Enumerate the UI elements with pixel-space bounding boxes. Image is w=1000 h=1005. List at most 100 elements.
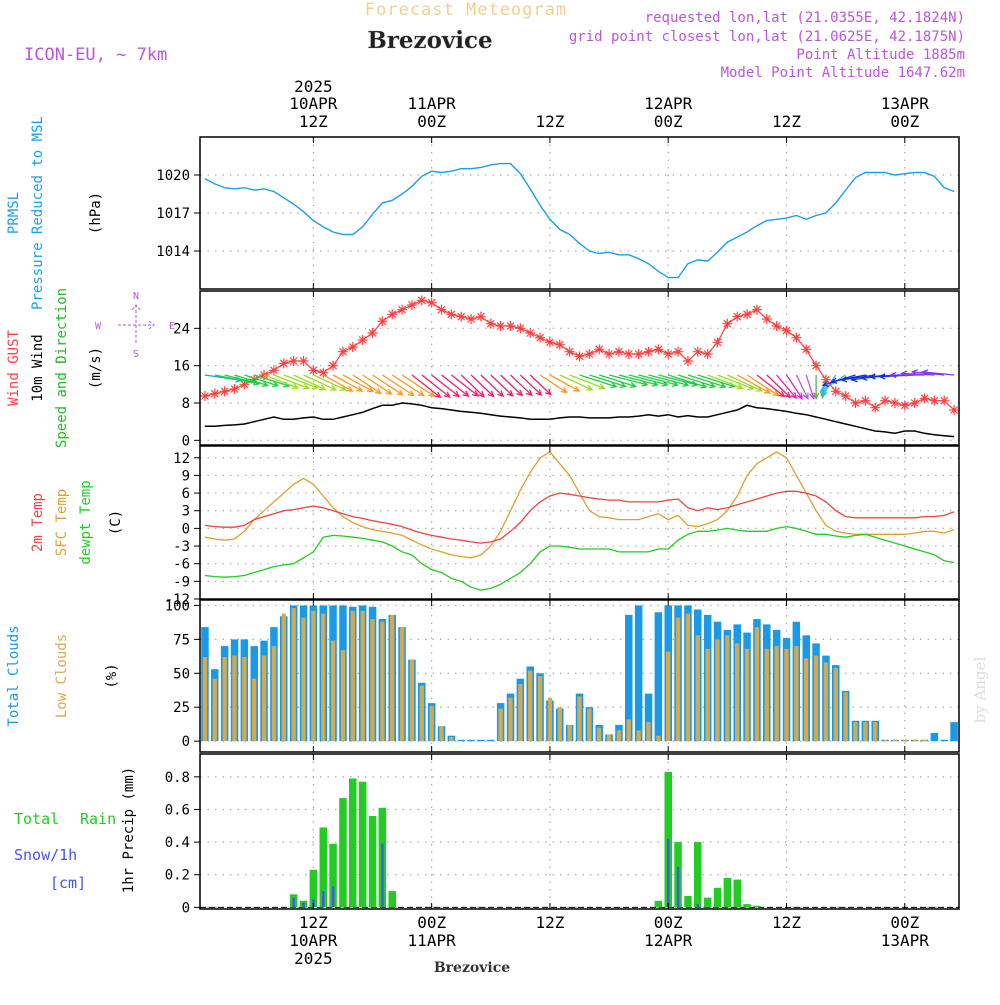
wind-direction-arrow (382, 374, 415, 397)
gust-marker (781, 325, 792, 336)
panel-frame (199, 290, 960, 446)
top-hour-label: 12Z (772, 112, 801, 131)
bottom-hour-label: 12Z (772, 913, 801, 932)
wind-direction-arrow (421, 374, 451, 398)
bottom-date-label: 11APR (408, 931, 457, 950)
gust-marker (485, 318, 496, 329)
y-tick-label: -3 (173, 539, 190, 555)
wind-direction-arrow (839, 374, 876, 383)
gust-marker (584, 349, 595, 359)
panel-label: Low Clouds (54, 634, 70, 718)
y-tick-label: 8 (182, 396, 190, 412)
data-layer (199, 162, 960, 908)
y-tick-label: -6 (173, 557, 190, 573)
low-cloud-bar (390, 614, 395, 742)
wind-direction-arrow (559, 374, 594, 391)
rain-bar (358, 781, 367, 908)
panel-frame (199, 599, 960, 753)
wind-direction-arrow (234, 374, 270, 388)
gust-marker (604, 349, 615, 359)
gust-marker (426, 297, 437, 308)
gust-marker (456, 311, 467, 322)
low-cloud-bar (715, 639, 720, 742)
rain-bar (339, 798, 347, 908)
gust-marker (889, 398, 900, 408)
bottom-date-label: 10APR (289, 931, 338, 950)
wind-direction-arrow (707, 374, 744, 390)
t2m-line (204, 490, 955, 544)
top-hour-label: 12Z (299, 112, 328, 131)
snow-bar (696, 904, 699, 908)
wind-direction-arrow (460, 374, 486, 398)
low-cloud-bar (744, 648, 750, 742)
wind-direction-arrow (668, 374, 708, 389)
low-cloud-bar (646, 722, 651, 742)
panel-label: SFC Temp (54, 489, 70, 556)
gust-marker (367, 328, 378, 338)
rain-bar (654, 900, 663, 908)
pressure-line (204, 162, 955, 279)
low-cloud-bar (656, 735, 661, 742)
panel-ylabel: (m/s) (88, 347, 104, 389)
wind-direction-arrow (889, 371, 925, 379)
gust-marker (801, 344, 812, 355)
low-cloud-bar (567, 724, 572, 742)
top-date-label: 11APR (408, 94, 457, 113)
gust-marker (761, 314, 772, 324)
top-hour-label: 12Z (535, 112, 564, 131)
wind-direction-arrow (441, 374, 470, 398)
gust-marker (535, 332, 546, 343)
gust-marker (909, 398, 920, 408)
total-cloud-bar (950, 722, 958, 742)
wind-direction-arrow (648, 374, 690, 388)
low-cloud-bar (597, 727, 602, 742)
precip-label-rain: Rain (80, 810, 116, 828)
wind-direction-arrow (638, 374, 680, 387)
top-date-label: 10APR (289, 94, 338, 113)
bottom-hour-label: 12Z (299, 913, 328, 932)
panel-label: 10m Wind (30, 334, 46, 401)
bottom-hour-label: 00Z (654, 913, 683, 932)
wind-direction-arrow (529, 374, 552, 396)
gust-marker (613, 346, 624, 357)
gust-marker (199, 391, 210, 401)
wind-direction-arrow (921, 369, 955, 376)
wind-direction-arrow (372, 374, 404, 396)
low-cloud-bar (666, 651, 671, 742)
gust-marker (732, 311, 743, 322)
low-cloud-bar (301, 617, 306, 742)
low-cloud-bar (892, 739, 898, 742)
panel-ylabel: (%) (104, 663, 120, 688)
gust-marker (623, 349, 634, 359)
gust-marker (633, 349, 644, 359)
low-cloud-bar (321, 613, 326, 742)
wind-direction-arrow (322, 374, 354, 392)
low-cloud-bar (222, 657, 227, 742)
wind-direction-arrow (273, 374, 311, 390)
bottom-date-label: 13APR (881, 931, 930, 950)
gust-marker (919, 393, 930, 404)
rain-bar (684, 895, 692, 908)
low-cloud-bar (587, 708, 592, 742)
wind-direction-arrow (776, 374, 798, 400)
compass-west: W (95, 321, 102, 332)
low-cloud-bar (626, 719, 631, 742)
wind-direction-arrow (362, 374, 393, 395)
low-cloud-bar (577, 696, 582, 742)
low-cloud-bar (922, 739, 927, 742)
gust-marker (702, 349, 713, 359)
rain-bar (694, 842, 702, 908)
low-cloud-bar (547, 697, 553, 742)
rain-bar (733, 879, 741, 908)
gust-marker (278, 358, 289, 369)
rain-bar (368, 816, 377, 908)
gust-marker (840, 391, 851, 401)
snow-bar (331, 886, 335, 908)
product-title: Forecast Meteogram (365, 0, 567, 20)
top-hour-label: 00Z (890, 112, 919, 131)
y-tick-label: 0.2 (165, 868, 190, 884)
precip-label-snow: Snow/1h (14, 846, 77, 864)
gust-marker (337, 346, 348, 357)
gust-marker (771, 321, 782, 331)
panel-label: Pressure Reduced to MSL (30, 116, 46, 310)
